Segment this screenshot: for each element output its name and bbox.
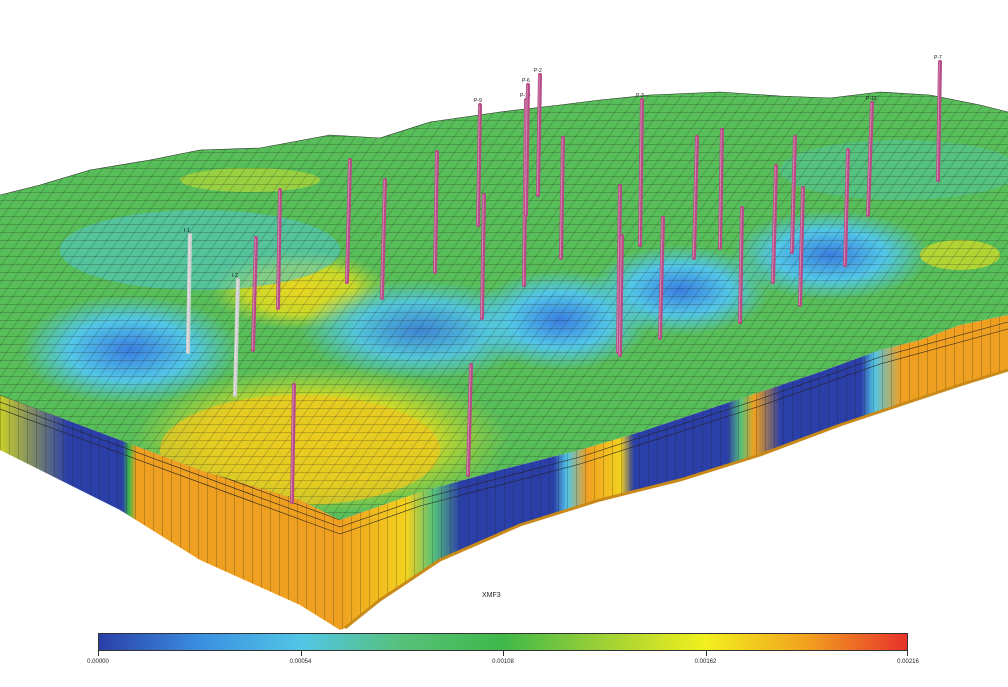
well-label: P-12 (866, 96, 877, 102)
colorbar-tick-label: 0.00000 (87, 659, 109, 665)
colorbar-tick (705, 651, 707, 656)
colorbar-tick (98, 651, 99, 656)
property-label: XMF3 (482, 592, 501, 599)
well-trajectory[interactable] (790, 135, 797, 254)
well-trajectory[interactable] (718, 128, 724, 250)
well-trajectory[interactable] (476, 103, 482, 227)
well-label: I-1 (184, 228, 190, 234)
well-trajectory[interactable] (936, 60, 942, 182)
well-trajectory[interactable] (616, 184, 622, 354)
well-trajectory[interactable] (798, 186, 805, 307)
colorbar-tick (300, 651, 302, 656)
colorbar-tick (503, 651, 504, 656)
well-trajectory[interactable] (186, 233, 192, 354)
well-trajectory[interactable] (866, 101, 874, 217)
well-trajectory[interactable] (692, 135, 699, 260)
well-label: P-3 (636, 93, 644, 99)
well-trajectory[interactable] (276, 188, 282, 310)
well-trajectory[interactable] (536, 73, 542, 197)
well-trajectory[interactable] (843, 148, 850, 267)
well-trajectory[interactable] (638, 98, 644, 247)
well-trajectory[interactable] (290, 383, 296, 504)
well-trajectory[interactable] (738, 206, 744, 324)
well-trajectory[interactable] (433, 150, 439, 274)
well-trajectory[interactable] (480, 193, 486, 320)
well-label: P-14 (520, 93, 531, 99)
well-trajectory[interactable] (251, 236, 258, 352)
well-label: P-7 (934, 55, 942, 61)
colorbar (98, 633, 908, 651)
well-label: P-9 (474, 98, 482, 104)
well-label: I-2 (232, 273, 238, 279)
colorbar-tick-label: 0.00162 (694, 659, 717, 665)
colorbar-tick-label: 0.00216 (897, 659, 919, 665)
well-trajectory[interactable] (466, 363, 473, 477)
well-label: P-2 (534, 68, 542, 74)
colorbar-tick-label: 0.00108 (492, 659, 514, 665)
reservoir-grid-3d[interactable]: P-2 P-14 P-3 P-9 P-7 P-12 P-6 I-1 I-2 (0, 0, 1008, 630)
well-trajectory[interactable] (618, 234, 624, 357)
well-trajectory[interactable] (345, 158, 352, 284)
well-trajectory[interactable] (233, 278, 240, 397)
well-trajectory[interactable] (380, 178, 387, 300)
wells-layer: P-2 P-14 P-3 P-9 P-7 P-12 P-6 I-1 I-2 (184, 55, 942, 504)
well-trajectory[interactable] (771, 164, 778, 284)
well-trajectory[interactable] (559, 136, 565, 260)
colorbar-tick-label: 0.00054 (289, 659, 312, 665)
well-label: P-6 (522, 78, 530, 84)
well-trajectory[interactable] (658, 216, 665, 340)
well-trajectory[interactable] (524, 83, 530, 217)
colorbar-tick (907, 651, 908, 656)
